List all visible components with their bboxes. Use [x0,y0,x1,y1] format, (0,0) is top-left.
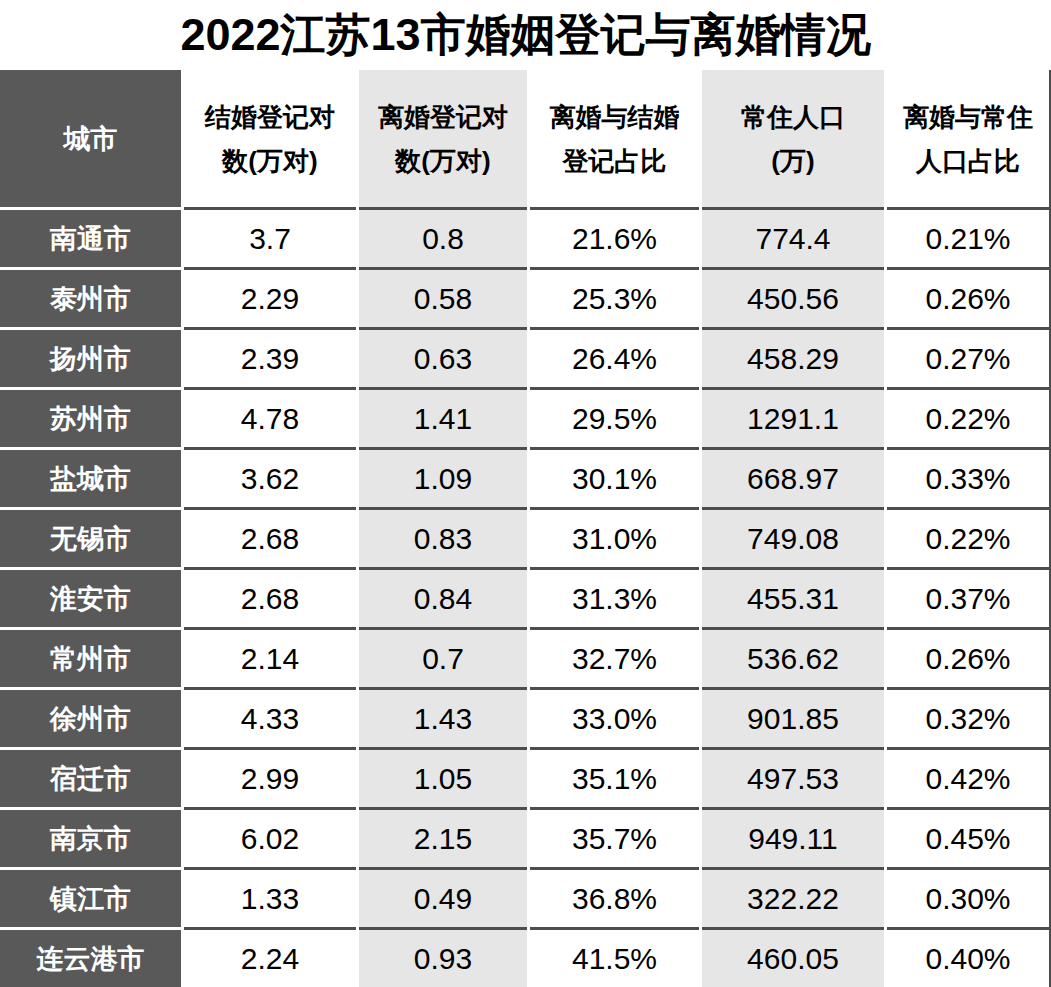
cell-marriage_registrations_10k_pairs: 2.68 [184,567,356,627]
cell-divorce_to_population_ratio: 0.26% [887,627,1051,687]
cell-city: 南京市 [0,807,181,867]
cell-divorce_to_marriage_ratio: 25.3% [530,267,699,327]
cell-marriage_registrations_10k_pairs: 2.24 [184,927,356,987]
cell-divorce_to_marriage_ratio: 31.3% [530,567,699,627]
cell-city: 泰州市 [0,267,181,327]
cell-city: 宿迁市 [0,747,181,807]
cell-marriage_registrations_10k_pairs: 3.62 [184,447,356,507]
cell-divorce_to_population_ratio: 0.22% [887,507,1051,567]
cell-city: 盐城市 [0,447,181,507]
cell-resident_population_10k: 536.62 [702,627,884,687]
cell-resident_population_10k: 1291.1 [702,387,884,447]
cell-divorce_registrations_10k_pairs: 0.93 [359,927,527,987]
cell-city: 淮安市 [0,567,181,627]
cell-city: 镇江市 [0,867,181,927]
cell-marriage_registrations_10k_pairs: 4.78 [184,387,356,447]
col-header-divorce_registrations_10k_pairs: 离婚登记对 数(万对) [359,70,527,207]
cell-divorce_registrations_10k_pairs: 0.58 [359,267,527,327]
cell-marriage_registrations_10k_pairs: 1.33 [184,867,356,927]
cell-resident_population_10k: 774.4 [702,207,884,267]
cell-city: 苏州市 [0,387,181,447]
cell-marriage_registrations_10k_pairs: 6.02 [184,807,356,867]
cell-divorce_to_population_ratio: 0.45% [887,807,1051,867]
cell-marriage_registrations_10k_pairs: 2.14 [184,627,356,687]
cell-resident_population_10k: 460.05 [702,927,884,987]
cell-divorce_registrations_10k_pairs: 0.7 [359,627,527,687]
cell-marriage_registrations_10k_pairs: 2.29 [184,267,356,327]
cell-resident_population_10k: 450.56 [702,267,884,327]
cell-divorce_registrations_10k_pairs: 0.63 [359,327,527,387]
cell-divorce_registrations_10k_pairs: 0.49 [359,867,527,927]
cell-divorce_to_marriage_ratio: 31.0% [530,507,699,567]
cell-divorce_to_population_ratio: 0.30% [887,867,1051,927]
cell-resident_population_10k: 668.97 [702,447,884,507]
col-header-resident_population_10k: 常住人口 (万) [702,70,884,207]
cell-resident_population_10k: 455.31 [702,567,884,627]
cell-marriage_registrations_10k_pairs: 2.68 [184,507,356,567]
cell-divorce_to_marriage_ratio: 35.7% [530,807,699,867]
cell-divorce_to_marriage_ratio: 26.4% [530,327,699,387]
cell-divorce_to_population_ratio: 0.42% [887,747,1051,807]
cell-divorce_registrations_10k_pairs: 2.15 [359,807,527,867]
cell-divorce_registrations_10k_pairs: 0.83 [359,507,527,567]
title-band: 2022江苏13市婚姻登记与离婚情况 [0,0,1051,70]
col-header-divorce_to_marriage_ratio: 离婚与结婚 登记占比 [530,70,699,207]
cell-city: 连云港市 [0,927,181,987]
page-title: 2022江苏13市婚姻登记与离婚情况 [180,5,870,65]
cell-city: 南通市 [0,207,181,267]
cell-city: 常州市 [0,627,181,687]
cell-divorce_to_population_ratio: 0.37% [887,567,1051,627]
cell-marriage_registrations_10k_pairs: 3.7 [184,207,356,267]
cell-divorce_to_population_ratio: 0.26% [887,267,1051,327]
cell-divorce_to_marriage_ratio: 33.0% [530,687,699,747]
cell-divorce_registrations_10k_pairs: 1.09 [359,447,527,507]
cell-divorce_to_population_ratio: 0.27% [887,327,1051,387]
cell-divorce_to_population_ratio: 0.22% [887,387,1051,447]
cell-divorce_registrations_10k_pairs: 0.8 [359,207,527,267]
cell-divorce_to_marriage_ratio: 30.1% [530,447,699,507]
cell-resident_population_10k: 949.11 [702,807,884,867]
cell-divorce_registrations_10k_pairs: 1.43 [359,687,527,747]
cell-divorce_to_population_ratio: 0.33% [887,447,1051,507]
cell-marriage_registrations_10k_pairs: 2.99 [184,747,356,807]
cell-city: 扬州市 [0,327,181,387]
cell-divorce_registrations_10k_pairs: 0.84 [359,567,527,627]
cell-resident_population_10k: 749.08 [702,507,884,567]
cell-divorce_to_population_ratio: 0.40% [887,927,1051,987]
cell-divorce_to_marriage_ratio: 21.6% [530,207,699,267]
col-header-divorce_to_population_ratio: 离婚与常住 人口占比 [887,70,1051,207]
cell-divorce_to_marriage_ratio: 36.8% [530,867,699,927]
cell-resident_population_10k: 322.22 [702,867,884,927]
cell-divorce_to_marriage_ratio: 32.7% [530,627,699,687]
cell-divorce_to_marriage_ratio: 35.1% [530,747,699,807]
cell-resident_population_10k: 901.85 [702,687,884,747]
cell-marriage_registrations_10k_pairs: 2.39 [184,327,356,387]
cell-divorce_registrations_10k_pairs: 1.05 [359,747,527,807]
marriage-table: 城市结婚登记对 数(万对)离婚登记对 数(万对)离婚与结婚 登记占比常住人口 (… [0,70,1051,987]
cell-city: 徐州市 [0,687,181,747]
cell-resident_population_10k: 458.29 [702,327,884,387]
col-header-city: 城市 [0,70,181,207]
col-header-marriage_registrations_10k_pairs: 结婚登记对 数(万对) [184,70,356,207]
cell-resident_population_10k: 497.53 [702,747,884,807]
cell-city: 无锡市 [0,507,181,567]
cell-divorce_to_population_ratio: 0.32% [887,687,1051,747]
cell-marriage_registrations_10k_pairs: 4.33 [184,687,356,747]
cell-divorce_to_population_ratio: 0.21% [887,207,1051,267]
cell-divorce_to_marriage_ratio: 29.5% [530,387,699,447]
cell-divorce_registrations_10k_pairs: 1.41 [359,387,527,447]
cell-divorce_to_marriage_ratio: 41.5% [530,927,699,987]
